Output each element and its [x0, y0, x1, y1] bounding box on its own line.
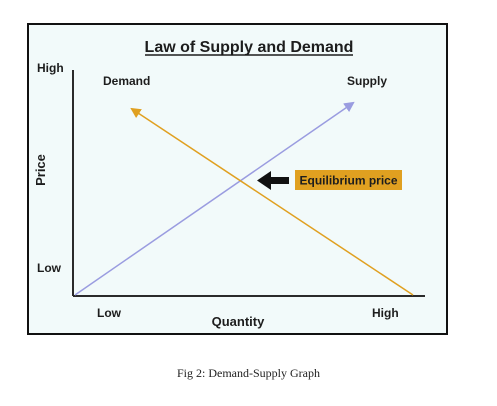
- supply-curve: [74, 101, 355, 296]
- demand-label: Demand: [103, 74, 150, 88]
- diagram-figure: Law of Supply and Demand High Low Price …: [27, 23, 448, 335]
- y-axis-title: Price: [33, 154, 48, 186]
- x-axis-title: Quantity: [212, 314, 265, 329]
- supply-label: Supply: [347, 74, 387, 88]
- x-axis-low-label: Low: [97, 306, 122, 320]
- equilibrium-arrow-icon: [257, 171, 289, 190]
- demand-curve: [130, 107, 414, 296]
- y-axis-low-label: Low: [37, 261, 62, 275]
- equilibrium-label: Equilibrium price: [299, 174, 397, 188]
- diagram-title: Law of Supply and Demand: [145, 39, 354, 56]
- figure-caption: Fig 2: Demand-Supply Graph: [177, 366, 320, 380]
- equilibrium-label-box: [295, 170, 402, 190]
- diagram-canvas: Law of Supply and Demand High Low Price …: [33, 39, 425, 329]
- y-axis-high-label: High: [37, 61, 64, 75]
- x-axis-high-label: High: [372, 306, 399, 320]
